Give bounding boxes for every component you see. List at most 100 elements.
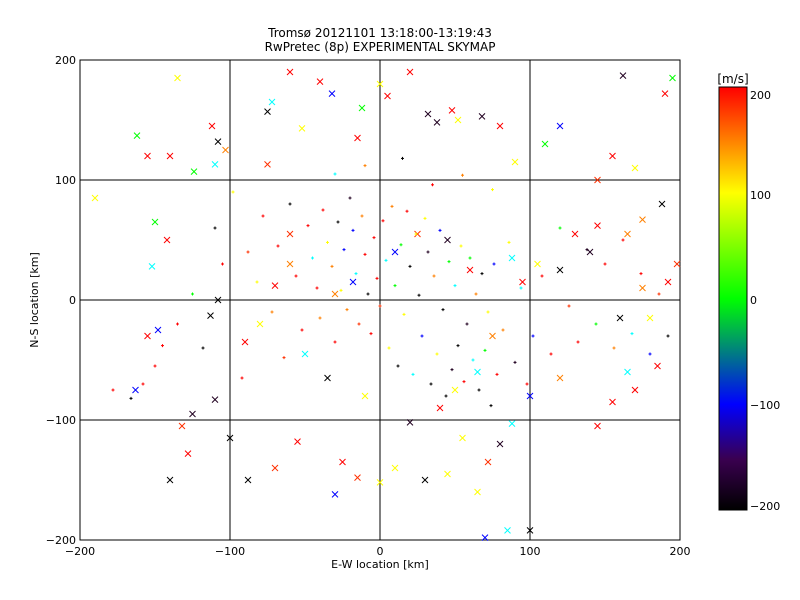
data-point-cross (174, 74, 181, 82)
data-point-plus (648, 352, 652, 356)
data-point-plus (378, 304, 382, 308)
data-point-cross (286, 230, 294, 238)
data-point-plus (399, 243, 403, 247)
data-point-cross (264, 161, 271, 168)
data-point-plus (423, 216, 427, 220)
data-point-cross (594, 222, 601, 229)
data-point-plus (342, 248, 346, 252)
data-point-plus (270, 310, 274, 314)
data-point-cross (133, 132, 141, 139)
data-point-cross (211, 161, 219, 168)
data-point-plus (459, 244, 463, 248)
data-point-plus (282, 356, 286, 360)
data-point-cross (669, 74, 676, 82)
data-point-cross (286, 68, 294, 76)
data-point-plus (567, 304, 571, 308)
colorbar-tick-label: −200 (750, 500, 780, 513)
chart-title: Tromsø 20121101 13:18:00-13:19:43 (267, 26, 492, 40)
data-point-cross (571, 230, 579, 238)
data-point-cross (349, 278, 357, 286)
data-point-plus (603, 262, 607, 266)
data-point-cross (474, 368, 481, 376)
y-axis-label: N-S location [km] (28, 252, 41, 348)
data-point-plus (213, 226, 217, 230)
data-point-cross (631, 386, 639, 394)
data-point-plus (468, 256, 472, 260)
data-point-plus (501, 328, 505, 332)
data-point-plus (354, 272, 358, 276)
grid-lines (80, 60, 680, 540)
data-point-cross (511, 158, 519, 166)
data-point-plus (339, 288, 343, 292)
x-tick-label: −100 (215, 545, 245, 558)
data-point-cross (534, 260, 541, 268)
data-point-cross (271, 464, 279, 472)
data-point-cross (144, 332, 151, 340)
data-point-cross (444, 470, 451, 478)
data-point-cross (166, 152, 174, 160)
data-point-cross (526, 392, 534, 400)
data-point-cross (519, 278, 526, 286)
data-point-plus (558, 226, 562, 230)
x-tick-label: 0 (377, 545, 384, 558)
data-point-plus (369, 332, 373, 336)
data-point-cross (436, 404, 444, 412)
data-point-cross (354, 134, 361, 142)
data-point-cross (91, 194, 99, 202)
data-point-plus (306, 224, 310, 228)
data-point-cross (504, 527, 511, 534)
data-point-cross (391, 464, 399, 472)
data-point-cross (619, 72, 627, 79)
data-point-plus (375, 276, 379, 280)
data-point-plus (444, 394, 448, 398)
data-point-plus (357, 322, 361, 326)
data-point-cross (654, 362, 661, 370)
data-point-plus (261, 214, 265, 218)
data-point-plus (255, 280, 259, 284)
data-point-plus (360, 214, 364, 218)
data-point-cross (222, 146, 229, 154)
data-point-plus (666, 334, 670, 338)
data-point-plus (315, 286, 319, 290)
data-point-cross (624, 368, 631, 376)
data-point-plus (294, 274, 298, 278)
y-tick-label: 100 (55, 174, 76, 187)
data-point-plus (519, 286, 523, 290)
data-point-plus (300, 328, 304, 332)
data-point-plus (489, 404, 493, 408)
data-point-plus (311, 256, 314, 260)
data-point-plus (441, 308, 445, 312)
data-point-plus (450, 368, 454, 372)
data-point-plus (111, 388, 115, 392)
data-point-cross (316, 78, 324, 85)
data-point-plus (576, 340, 580, 344)
x-axis-label: E-W location [km] (331, 558, 429, 571)
data-point-cross (208, 122, 216, 130)
data-point-cross (256, 320, 264, 328)
data-point-cross (444, 236, 451, 244)
data-point-plus (477, 388, 481, 392)
data-point-cross (556, 266, 564, 274)
data-point-cross (664, 278, 672, 286)
colorbar-tick-label: −100 (750, 399, 780, 412)
data-point-plus (513, 360, 517, 364)
y-tick-label: 0 (69, 294, 76, 307)
data-point-plus (461, 173, 464, 177)
data-point-plus (396, 364, 400, 368)
data-point-cross (268, 98, 276, 106)
data-point-cross (391, 248, 399, 256)
data-point-cross (132, 386, 139, 394)
data-point-cross (264, 108, 271, 115)
data-point-plus (201, 346, 205, 350)
data-point-plus (417, 293, 421, 297)
data-point-cross (298, 125, 306, 132)
data-point-cross (244, 476, 252, 484)
data-point-plus (492, 262, 496, 266)
data-point-cross (211, 396, 219, 403)
data-point-plus (411, 372, 415, 376)
data-point-cross (148, 263, 156, 270)
data-point-cross (478, 113, 486, 120)
data-point-cross (301, 350, 309, 358)
x-tick-label: 200 (670, 545, 691, 558)
